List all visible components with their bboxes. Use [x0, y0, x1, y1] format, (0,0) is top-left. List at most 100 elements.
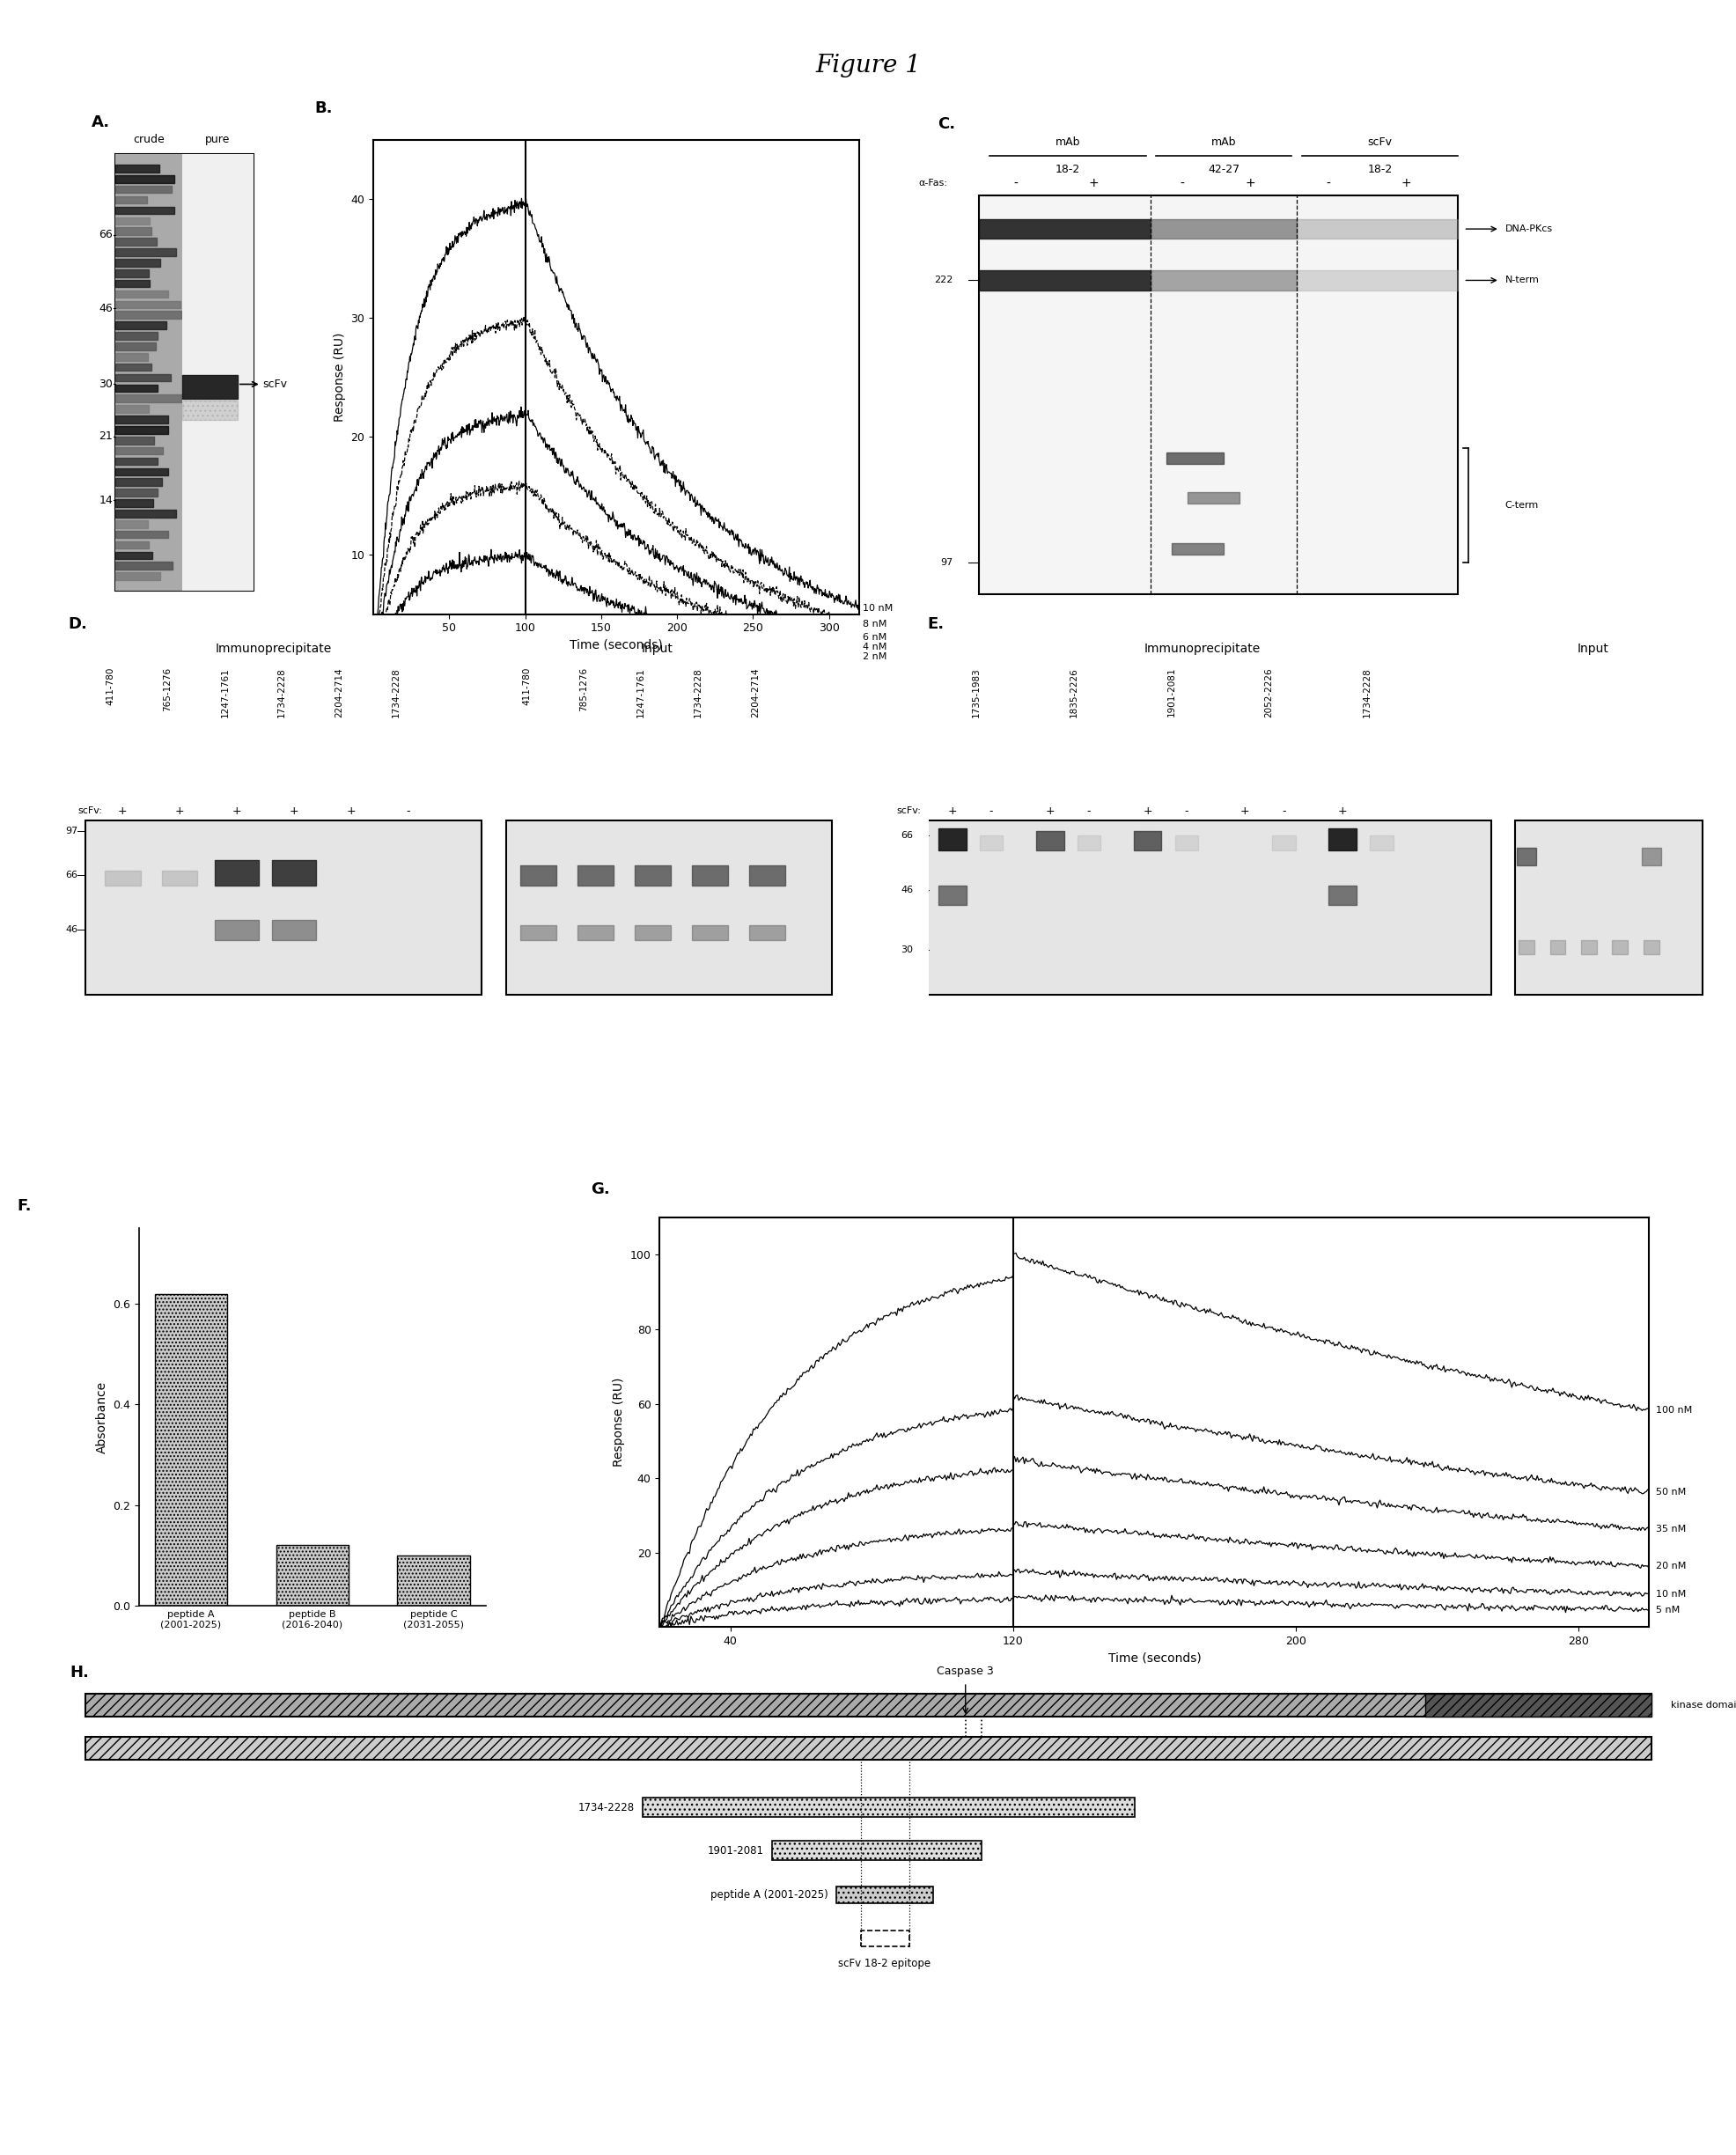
Text: 46: 46	[66, 924, 78, 935]
Text: Caspase 3: Caspase 3	[937, 1666, 995, 1677]
X-axis label: Time (seconds): Time (seconds)	[569, 640, 663, 651]
Bar	[85, 1694, 1651, 1718]
Text: scFv: scFv	[1368, 136, 1392, 149]
Bar	[398, 1556, 470, 1605]
Text: -: -	[1283, 806, 1286, 817]
Text: 765-1276: 765-1276	[163, 668, 172, 711]
Text: B.: B.	[314, 101, 333, 116]
Text: 100 nM: 100 nM	[1656, 1405, 1693, 1414]
Text: 6 nM: 6 nM	[863, 634, 887, 642]
Text: +: +	[948, 806, 957, 817]
Text: E.: E.	[927, 616, 944, 631]
Text: 2204-2714: 2204-2714	[335, 668, 344, 718]
Text: Input: Input	[641, 642, 672, 655]
Text: kinase domain: kinase domain	[1672, 1700, 1736, 1709]
Bar	[1425, 1694, 1651, 1718]
Text: +: +	[1245, 177, 1255, 190]
Text: pure: pure	[205, 134, 231, 144]
Text: H.: H.	[69, 1666, 89, 1681]
Text: scFv: scFv	[262, 379, 288, 390]
Bar	[920, 821, 1491, 993]
Text: +: +	[1401, 177, 1411, 190]
Text: 1901-2081: 1901-2081	[1167, 668, 1175, 718]
Text: 66: 66	[99, 228, 113, 241]
Text: -: -	[406, 806, 410, 817]
Text: 97: 97	[64, 825, 78, 836]
Text: 50 nM: 50 nM	[1656, 1489, 1686, 1498]
Text: 14: 14	[99, 496, 113, 506]
Text: +: +	[1338, 806, 1347, 817]
Text: 1735-1983: 1735-1983	[972, 668, 981, 718]
Text: 10 nM: 10 nM	[1656, 1590, 1686, 1599]
Text: 1734-2228: 1734-2228	[578, 1802, 635, 1812]
Text: +: +	[118, 806, 127, 817]
Text: scFv:: scFv:	[896, 806, 920, 815]
Text: 411-780: 411-780	[523, 668, 531, 705]
Text: G.: G.	[590, 1181, 609, 1198]
Text: 785-1276: 785-1276	[580, 668, 589, 711]
Text: 2 nM: 2 nM	[863, 653, 887, 662]
Bar	[861, 1931, 910, 1946]
Text: scFv:: scFv:	[78, 806, 102, 815]
Text: -: -	[1087, 806, 1090, 817]
Text: scFv 18-2 epitope: scFv 18-2 epitope	[838, 1959, 930, 1970]
Text: +: +	[1045, 806, 1054, 817]
Bar	[85, 821, 481, 993]
Text: +: +	[1142, 806, 1153, 817]
Text: +: +	[290, 806, 299, 817]
Text: Figure 1: Figure 1	[816, 54, 920, 78]
Text: 2052-2226: 2052-2226	[1264, 668, 1274, 718]
Text: mAb: mAb	[1212, 136, 1236, 149]
Text: 35 nM: 35 nM	[1656, 1526, 1686, 1534]
Text: C-term: C-term	[1505, 502, 1538, 511]
Text: A.: A.	[92, 114, 109, 131]
Text: 1734-2228: 1734-2228	[1363, 668, 1371, 718]
Text: 30: 30	[901, 946, 913, 955]
Text: DNA-PKcs: DNA-PKcs	[1505, 224, 1552, 233]
Text: -: -	[1014, 177, 1017, 190]
Text: N-term: N-term	[1505, 276, 1540, 284]
Text: 42-27: 42-27	[1208, 164, 1240, 175]
Text: D.: D.	[68, 616, 87, 631]
Text: 1901-2081: 1901-2081	[707, 1845, 764, 1855]
Text: 411-780: 411-780	[106, 668, 115, 705]
Text: Input: Input	[1576, 642, 1609, 655]
Bar	[115, 155, 182, 590]
Bar	[182, 155, 253, 590]
Text: 18-2: 18-2	[1368, 164, 1392, 175]
Bar	[505, 821, 832, 993]
Text: 1247-1761: 1247-1761	[637, 668, 646, 718]
Text: 1835-2226: 1835-2226	[1069, 668, 1078, 718]
Text: 30: 30	[99, 379, 113, 390]
Text: -: -	[1326, 177, 1330, 190]
Text: 222: 222	[934, 276, 953, 284]
Bar	[115, 155, 253, 590]
Bar	[85, 1737, 1651, 1761]
Bar	[773, 1840, 981, 1860]
Text: 66: 66	[901, 832, 913, 840]
Bar	[1514, 821, 1703, 993]
Bar	[642, 1797, 1135, 1817]
Text: mAb: mAb	[1055, 136, 1080, 149]
Text: 4 nM: 4 nM	[863, 642, 887, 651]
Text: -: -	[990, 806, 993, 817]
Text: -: -	[1180, 177, 1184, 190]
Text: 46: 46	[99, 302, 113, 315]
Text: F.: F.	[17, 1198, 31, 1213]
Text: C.: C.	[937, 116, 955, 131]
Text: +: +	[345, 806, 356, 817]
Text: Immunoprecipitate: Immunoprecipitate	[1144, 642, 1260, 655]
Text: Immunoprecipitate: Immunoprecipitate	[215, 642, 332, 655]
Text: 97: 97	[941, 558, 953, 567]
Y-axis label: Response (RU): Response (RU)	[613, 1377, 625, 1468]
Text: α-Fas:: α-Fas:	[918, 179, 948, 187]
Y-axis label: Response (RU): Response (RU)	[333, 332, 345, 422]
Text: 1247-1761: 1247-1761	[220, 668, 229, 718]
Text: -: -	[1184, 806, 1189, 817]
Text: 5 nM: 5 nM	[1656, 1605, 1680, 1614]
Text: 21: 21	[99, 431, 113, 442]
Bar	[276, 1545, 349, 1605]
Bar	[979, 196, 1458, 595]
Text: 8 nM: 8 nM	[863, 621, 887, 629]
Y-axis label: Absorbance: Absorbance	[95, 1381, 108, 1452]
